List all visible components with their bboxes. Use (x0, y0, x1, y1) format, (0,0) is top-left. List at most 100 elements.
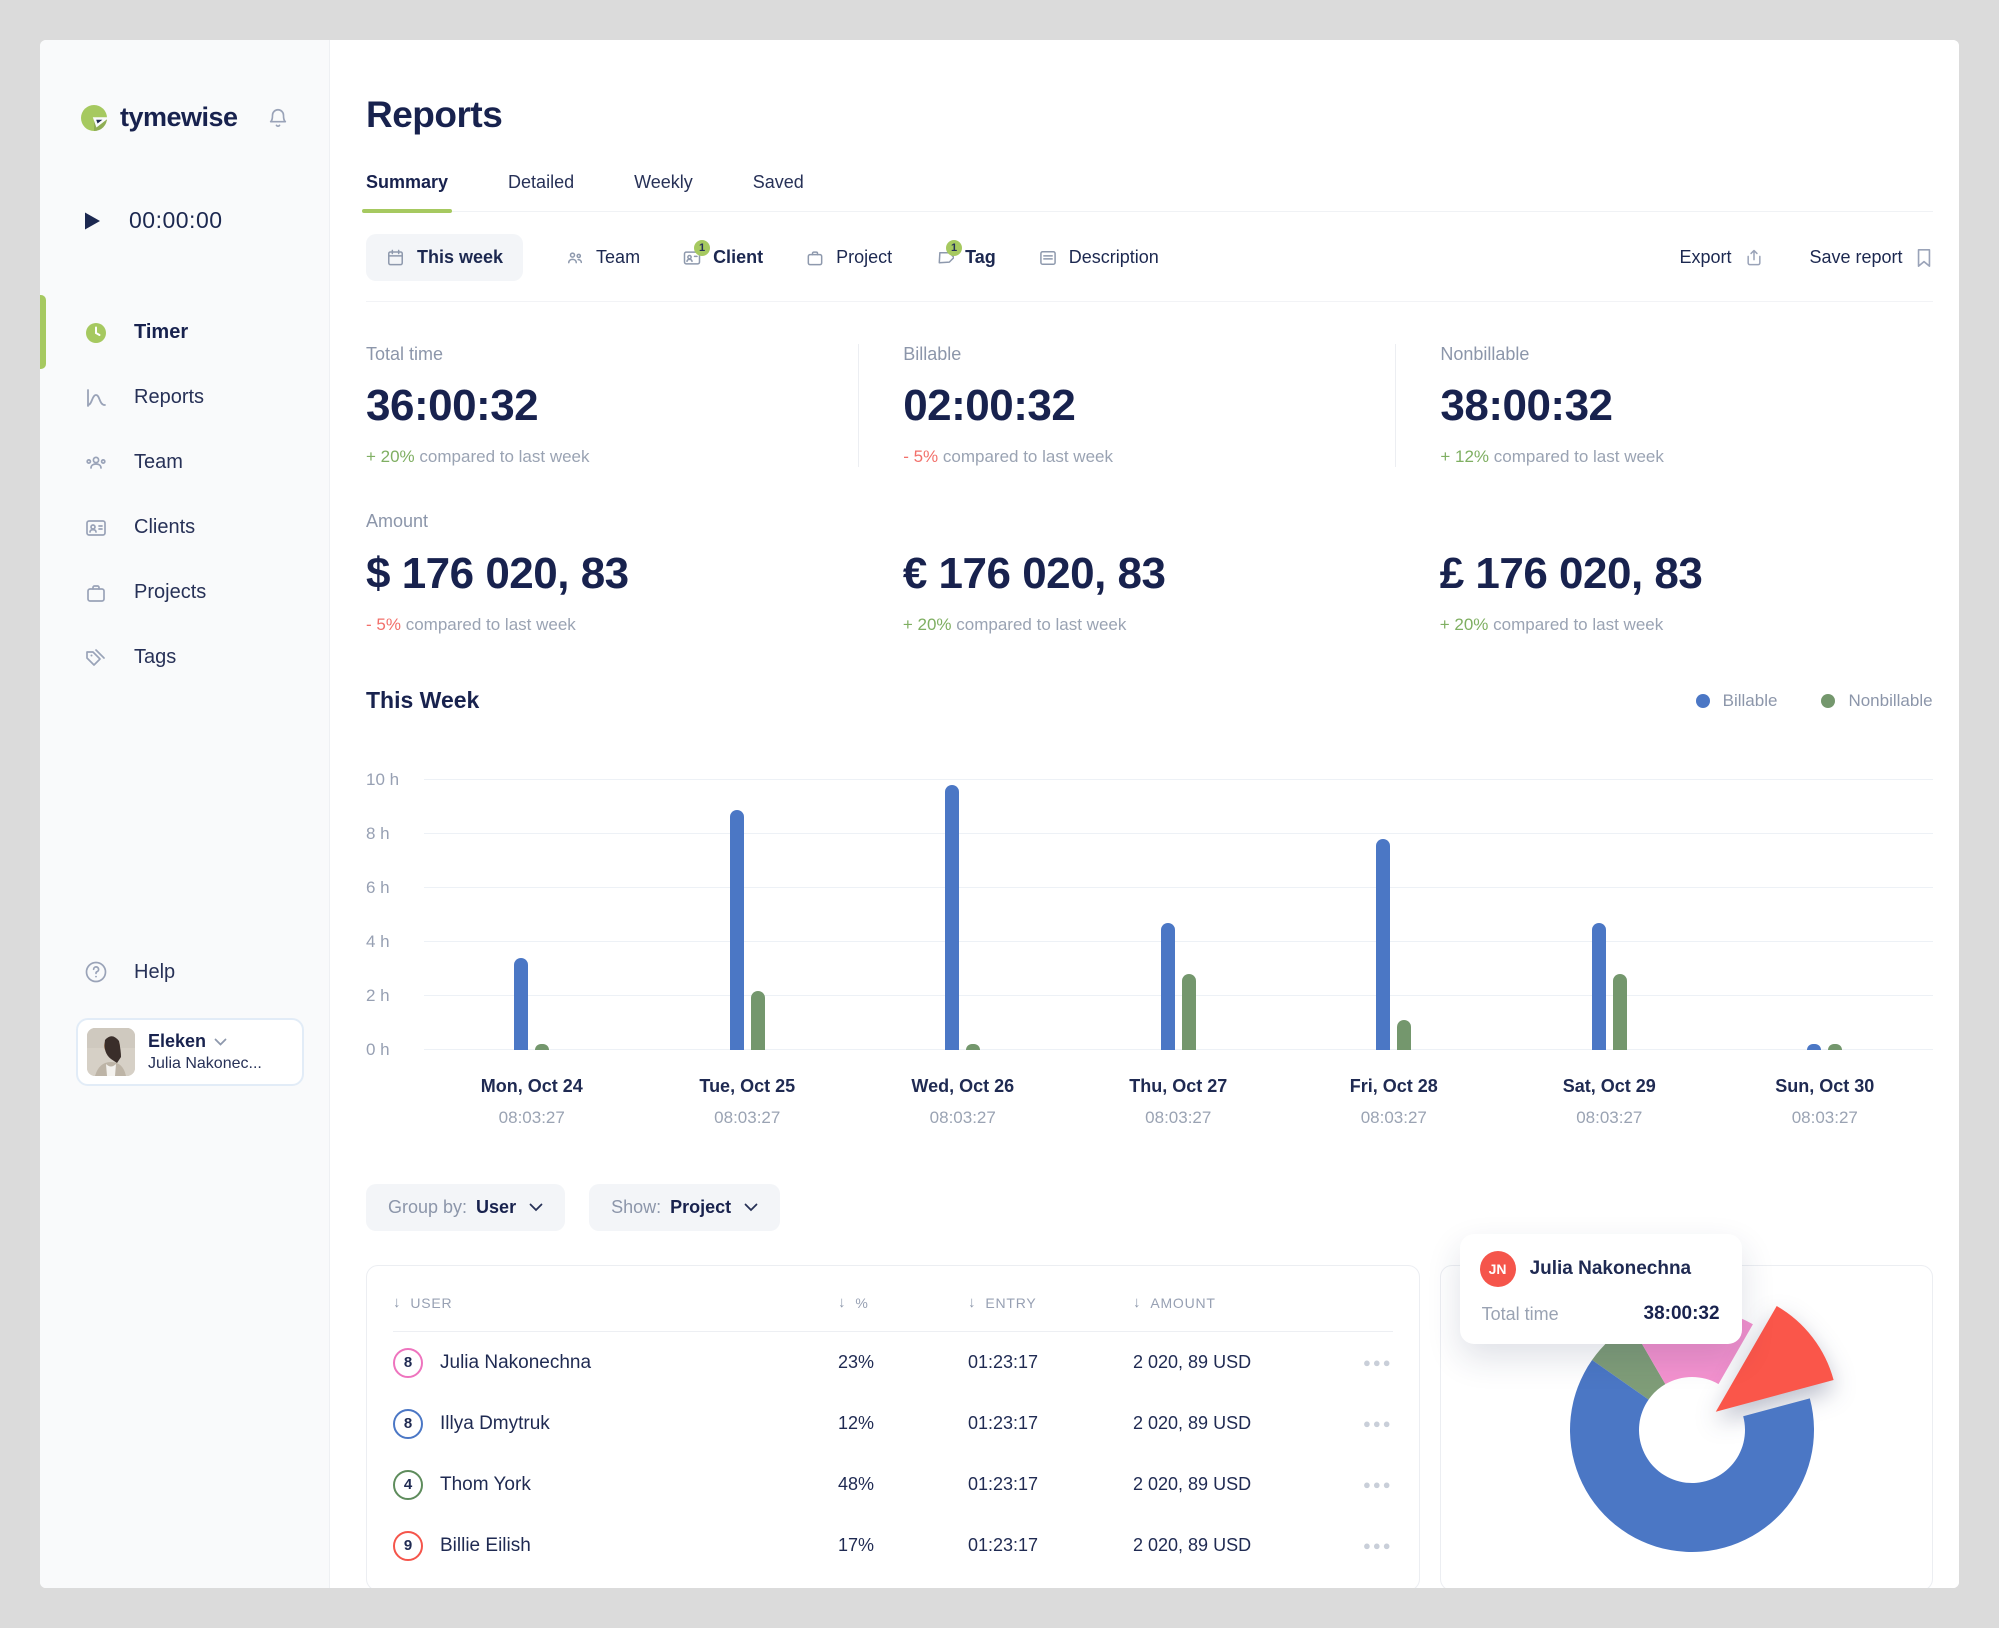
sidebar-item-projects[interactable]: Projects (40, 560, 329, 625)
row-menu-icon[interactable]: ●●● (1363, 1355, 1393, 1370)
client-filter-label: Client (713, 247, 764, 267)
sidebar-item-timer[interactable]: Timer (40, 295, 329, 369)
page-title: Reports (366, 94, 503, 135)
column-label: User (410, 1294, 453, 1311)
amount-cell: 2 020, 89 USD (1133, 1352, 1252, 1372)
quick-timer: 00:00:00 (40, 207, 329, 234)
save-report-button[interactable]: Save report (1810, 247, 1933, 268)
export-button[interactable]: Export (1679, 247, 1763, 268)
app-logo[interactable]: tymewise (80, 102, 238, 133)
row-menu-icon[interactable]: ●●● (1363, 1477, 1393, 1492)
bar-billable[interactable] (729, 809, 744, 1050)
bar-billable[interactable] (1376, 839, 1391, 1050)
bar-nonbillable[interactable] (966, 1044, 981, 1050)
sort-entry[interactable]: ↓ Entry (968, 1294, 1133, 1311)
bar-group[interactable] (1160, 923, 1196, 1050)
sidebar-item-clients[interactable]: Clients (40, 495, 329, 560)
user-count-badge: 4 (393, 1469, 423, 1500)
profile-switcher[interactable]: Eleken Julia Nakonec... (76, 1018, 304, 1086)
bar-billable[interactable] (514, 958, 529, 1050)
help-label: Help (134, 960, 176, 983)
tag-filter[interactable]: 1 Tag (934, 239, 996, 268)
bar-nonbillable[interactable] (1397, 1020, 1412, 1050)
date-range-filter[interactable]: This week (366, 234, 524, 281)
bar-group[interactable] (1376, 839, 1412, 1050)
export-icon (1744, 248, 1764, 268)
user-name: Billie Eilish (440, 1534, 531, 1556)
sort-arrow-icon: ↓ (968, 1294, 977, 1311)
sort-amount[interactable]: ↓ Amount (1133, 1294, 1363, 1311)
sidebar-item-tags[interactable]: Tags (40, 625, 329, 690)
stat-delta: + 20% (366, 447, 415, 466)
bar-billable[interactable] (945, 785, 960, 1050)
bar-nonbillable[interactable] (750, 990, 765, 1050)
bar-group[interactable] (1591, 923, 1627, 1050)
tab-saved[interactable]: Saved (752, 172, 804, 192)
profile-org-name: Eleken (148, 1031, 207, 1051)
sidebar: tymewise 00:00:00 Timer (40, 40, 330, 1588)
sidebar-nav: Timer Reports Team Clients (40, 295, 329, 690)
stat-delta-suffix: compared to last week (942, 447, 1113, 466)
bar-group[interactable] (945, 785, 981, 1050)
table-row[interactable]: 4 Thom York 48% 01:23:17 2 020, 89 USD ●●… (393, 1454, 1393, 1515)
donut-slice-billable[interactable] (1569, 1360, 1814, 1552)
donut-slice-highlighted[interactable] (1715, 1306, 1834, 1412)
amount-delta-suffix: compared to last week (405, 615, 576, 634)
amount-delta-suffix: compared to last week (1493, 615, 1664, 634)
row-menu-icon[interactable]: ●●● (1363, 1416, 1393, 1431)
percent-cell: 23% (838, 1352, 875, 1372)
main-content: Reports Summary Detailed Weekly Saved Th… (330, 40, 1959, 1588)
bar-billable[interactable] (1807, 1044, 1822, 1050)
percent-cell: 48% (838, 1474, 875, 1494)
sort-user[interactable]: ↓ User (393, 1294, 838, 1311)
amount-gbp: £ 176 020, 83 + 20% compared to last wee… (1396, 511, 1933, 635)
show-select[interactable]: Show: Project (589, 1184, 781, 1231)
tab-weekly[interactable]: Weekly (634, 172, 693, 192)
amount-cell: 2 020, 89 USD (1133, 1413, 1252, 1433)
amount-value: £ 176 020, 83 (1439, 549, 1703, 598)
row-menu-icon[interactable]: ●●● (1363, 1538, 1393, 1553)
bar-nonbillable[interactable] (1612, 974, 1627, 1050)
tag-filter-label: Tag (965, 247, 996, 267)
play-icon[interactable] (84, 211, 101, 231)
notifications-bell-icon[interactable] (267, 107, 289, 129)
sort-percent[interactable]: ↓% (838, 1294, 968, 1311)
project-filter-label: Project (836, 247, 893, 267)
group-by-select[interactable]: Group by: User (366, 1184, 566, 1231)
client-filter[interactable]: 1 Client (682, 239, 764, 268)
help-link[interactable]: Help (84, 960, 175, 984)
sidebar-item-reports[interactable]: Reports (40, 365, 329, 430)
bottom-row: ↓ User ↓% ↓ Entry ↓ Amount 8 Julia Nakonechn… (366, 1234, 1933, 1588)
percent-cell: 17% (838, 1535, 875, 1555)
chevron-down-icon (214, 1038, 227, 1046)
sidebar-item-team[interactable]: Team (40, 430, 329, 495)
description-filter[interactable]: Description (1038, 247, 1159, 268)
table-row[interactable]: 8 Julia Nakonechna 23% 01:23:17 2 020, 89… (393, 1332, 1393, 1393)
tag-filter-badge: 1 (946, 239, 963, 256)
bar-group[interactable] (1807, 1044, 1843, 1050)
chevron-down-icon (529, 1203, 543, 1212)
project-filter[interactable]: Project (805, 247, 892, 268)
bar-nonbillable[interactable] (535, 1044, 550, 1050)
team-filter[interactable]: Team (565, 247, 640, 268)
logo-text: tymewise (120, 102, 238, 132)
sidebar-item-label: Tags (134, 646, 177, 668)
bar-group[interactable] (514, 958, 550, 1050)
bar-billable[interactable] (1160, 923, 1175, 1050)
bar-group[interactable] (729, 809, 765, 1050)
bar-nonbillable[interactable] (1828, 1044, 1843, 1050)
table-row[interactable]: 8 Illya Dmytruk 12% 01:23:17 2 020, 89 US… (393, 1393, 1393, 1454)
bar-billable[interactable] (1591, 923, 1606, 1050)
tab-summary[interactable]: Summary (361, 172, 453, 213)
tab-detailed[interactable]: Detailed (508, 172, 575, 192)
bar-chart-plot: 0 h 2 h 4 h 6 h 8 h 10 h (366, 770, 1933, 1059)
amount-eur: € 176 020, 83 + 20% compared to last wee… (859, 511, 1396, 635)
donut-card: JN Julia Nakonechna Total time 38:00:32 (1439, 1234, 1933, 1588)
table-header: ↓ User ↓% ↓ Entry ↓ Amount (393, 1274, 1393, 1332)
tooltip-user-name: Julia Nakonechna (1529, 1258, 1692, 1279)
table-row[interactable]: 9 Billie Eilish 17% 01:23:17 2 020, 89 US… (393, 1515, 1393, 1576)
tabs: Summary Detailed Weekly Saved (361, 172, 1933, 213)
sidebar-item-label: Team (134, 451, 183, 473)
x-axis-label: Fri, Oct 28 08:03:27 (1349, 1076, 1438, 1127)
bar-nonbillable[interactable] (1181, 974, 1196, 1050)
